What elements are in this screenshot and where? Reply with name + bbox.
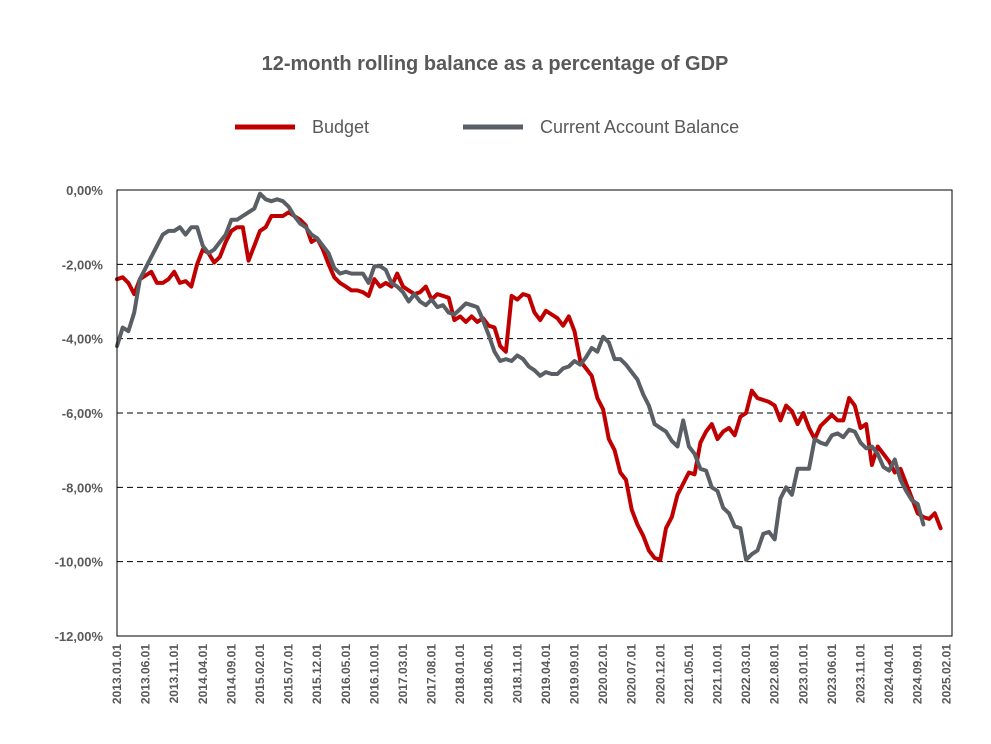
x-tick-label: 2018.06.01 [482,644,496,704]
x-tick-label: 2018.01.01 [453,644,467,704]
x-tick-label: 2013.01.01 [110,644,124,704]
x-tick-label: 2013.11.01 [167,644,181,704]
x-tick-label: 2019.09.01 [568,644,582,704]
legend-label-budget: Budget [312,117,369,137]
x-tick-label: 2023.01.01 [796,644,810,704]
x-tick-label: 2013.06.01 [139,644,153,704]
legend-label-current-account: Current Account Balance [540,117,739,137]
x-tick-label: 2014.04.01 [196,644,210,704]
y-tick-label: -8,00% [62,480,104,495]
x-tick-label: 2021.10.01 [711,644,725,704]
y-tick-label: -4,00% [62,332,104,347]
x-tick-label: 2015.12.01 [310,644,324,704]
x-tick-label: 2022.08.01 [768,644,782,704]
y-tick-label: -6,00% [62,406,104,421]
x-tick-label: 2017.03.01 [396,644,410,704]
y-tick-label: -2,00% [62,257,104,272]
y-tick-label: 0,00% [66,183,103,198]
series-line-current-account [115,191,926,562]
y-tick-label: -10,00% [55,555,104,570]
plot-area-frame [116,189,953,637]
x-tick-label: 2016.05.01 [339,644,353,704]
chart-title: 12-month rolling balance as a percentage… [262,53,729,75]
series-line-budget [115,210,943,562]
x-tick-label: 2020.02.01 [596,644,610,704]
x-tick-label: 2016.10.01 [367,644,381,704]
x-tick-label: 2015.02.01 [253,644,267,704]
gridlines [117,263,952,563]
x-tick-label: 2024.09.01 [911,644,925,704]
x-tick-label: 2021.05.01 [682,644,696,704]
y-tick-label: -12,00% [55,629,104,644]
x-axis-ticks: 2013.01.01 2013.06.01 2013.11.01 2014.04.01… [110,644,953,704]
x-tick-label: 2018.11.01 [510,644,524,704]
x-tick-label: 2025.02.01 [939,644,953,704]
x-tick-label: 2020.07.01 [625,644,639,704]
x-tick-label: 2017.08.01 [425,644,439,704]
x-tick-label: 2014.09.01 [224,644,238,704]
x-tick-label: 2024.04.01 [882,644,896,704]
x-tick-label: 2023.06.01 [825,644,839,704]
x-tick-label: 2023.11.01 [853,644,867,704]
series-lines [115,191,943,562]
legend: Budget Current Account Balance [235,117,739,137]
x-tick-label: 2019.04.01 [539,644,553,704]
x-tick-label: 2020.12.01 [653,644,667,704]
x-tick-label: 2022.03.01 [739,644,753,704]
x-tick-label: 2015.07.01 [282,644,296,704]
y-axis-ticks: 0,00% -2,00% -4,00% -6,00% -8,00% -10,00% -12,… [55,183,104,644]
